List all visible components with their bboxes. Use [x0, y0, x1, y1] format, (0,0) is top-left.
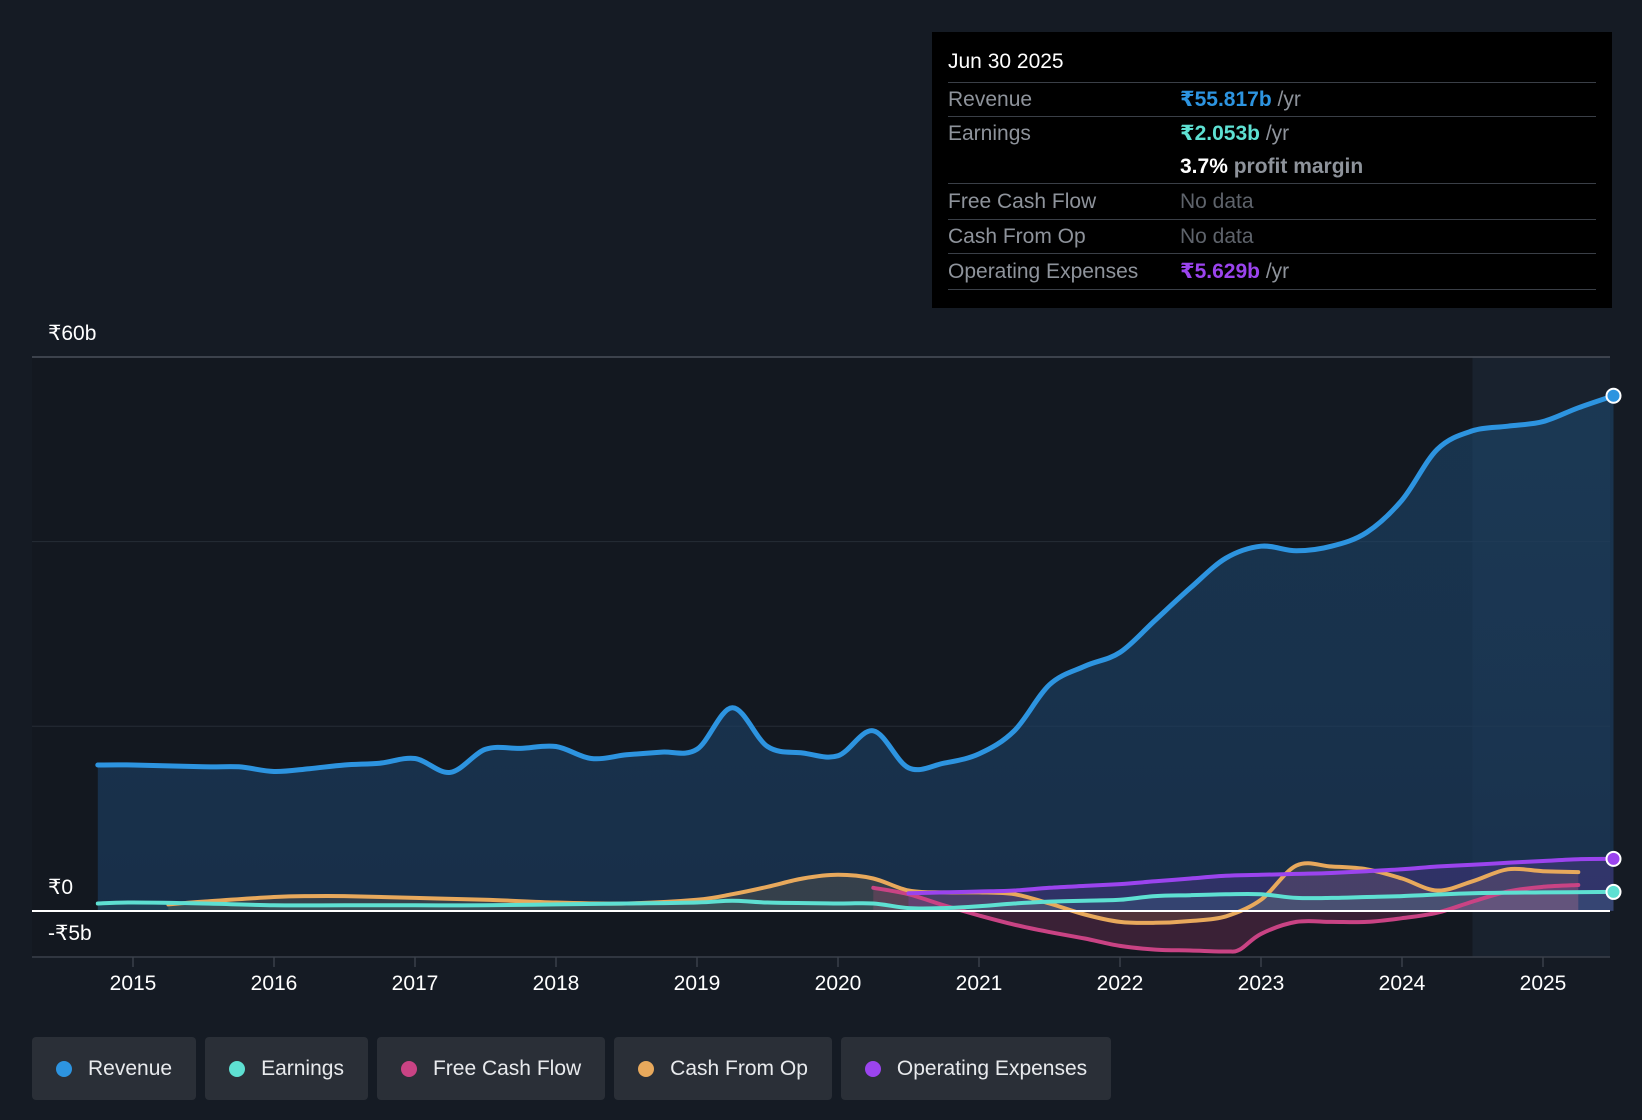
x-tick-label: 2022: [1097, 972, 1144, 995]
tooltip-profit-margin-value: 3.7%: [1180, 155, 1228, 178]
tooltip-revenue-label: Revenue: [948, 88, 1033, 111]
legend-label: Earnings: [261, 1056, 344, 1080]
operating-expenses-area: [908, 858, 1614, 911]
tooltip-cfo-value: No data: [1180, 225, 1254, 248]
x-tick-label: 2018: [533, 972, 580, 995]
legend-dot-icon: [229, 1060, 246, 1077]
x-tick-label: 2019: [674, 972, 721, 995]
x-tick-label: 2015: [110, 972, 157, 995]
tooltip-earnings-unit: /yr: [1265, 122, 1290, 145]
legend-item-operating-expenses[interactable]: Operating Expenses: [840, 1037, 1112, 1100]
tooltip-row-cfo: Cash From Op No data: [948, 220, 1596, 254]
legend-label: Free Cash Flow: [432, 1056, 582, 1080]
x-tick-label: 2017: [392, 972, 439, 995]
legend-dot-icon: [56, 1060, 72, 1077]
x-tick-label: 2016: [251, 972, 298, 995]
x-tick-label: 2021: [956, 972, 1003, 995]
tooltip-fcf-label: Free Cash Flow: [948, 190, 1097, 213]
legend-label: Operating Expenses: [896, 1056, 1088, 1080]
tooltip-row-opex: Operating Expenses ₹5.629b /yr: [948, 254, 1596, 290]
tooltip-row-revenue: Revenue ₹55.817b /yr: [948, 83, 1596, 117]
tooltip-profit-margin-label: profit margin: [1233, 155, 1364, 178]
tooltip-cfo-label: Cash From Op: [948, 225, 1086, 248]
tooltip-date: Jun 30 2025: [948, 46, 1596, 83]
legend-dot-icon: [864, 1060, 881, 1077]
legend-dot-icon: [638, 1060, 655, 1077]
legend-item-free-cash-flow[interactable]: Free Cash Flow: [376, 1037, 606, 1100]
earnings-line: [95, 889, 1616, 911]
tooltip-opex-unit: /yr: [1265, 260, 1290, 283]
y-axis-label-max: ₹60b: [48, 322, 96, 345]
tooltip-fcf-value: No data: [1180, 190, 1254, 213]
operating-expenses-end-marker: [1605, 850, 1622, 867]
tooltip-row-fcf: Free Cash Flow No data: [948, 184, 1596, 220]
legend-item-cash-from-op[interactable]: Cash From Op: [614, 1037, 832, 1100]
free-cash-flow-line: [871, 883, 1581, 954]
legend-item-revenue[interactable]: Revenue: [32, 1037, 197, 1100]
tooltip-revenue-value: ₹55.817b: [1180, 88, 1272, 111]
revenue-end-marker: [1605, 387, 1622, 404]
earnings-end-marker: [1605, 883, 1622, 900]
tooltip-row-profit-margin: 3.7% profit margin: [948, 150, 1596, 184]
legend: Revenue Earnings Free Cash Flow Cash Fro…: [32, 1037, 1112, 1100]
x-tick-label: 2020: [815, 972, 862, 995]
x-tick-label: 2024: [1379, 972, 1426, 995]
tooltip-revenue-unit: /yr: [1277, 88, 1301, 111]
tooltip-opex-label: Operating Expenses: [948, 260, 1139, 283]
x-tick-label: 2023: [1238, 972, 1285, 995]
revenue-line: [95, 393, 1616, 775]
tooltip-earnings-value: ₹2.053b: [1180, 122, 1260, 145]
legend-label: Cash From Op: [670, 1056, 808, 1080]
legend-label: Revenue: [88, 1056, 173, 1080]
operating-expenses-line: [906, 856, 1616, 896]
y-axis-label-zero: ₹0: [48, 876, 73, 899]
tooltip-earnings-label: Earnings: [948, 122, 1031, 145]
cash-from-op-area: [168, 863, 1579, 923]
revenue-area: [97, 395, 1614, 911]
legend-dot-icon: [400, 1060, 417, 1077]
tooltip-row-earnings: Earnings ₹2.053b /yr: [948, 117, 1596, 150]
tooltip-panel: Jun 30 2025 Revenue ₹55.817b /yr Earning…: [932, 32, 1612, 308]
x-tick-label: 2025: [1520, 972, 1567, 995]
y-axis-label-min: -₹5b: [48, 922, 92, 945]
tooltip-opex-value: ₹5.629b: [1180, 260, 1260, 283]
legend-item-earnings[interactable]: Earnings: [205, 1037, 368, 1100]
